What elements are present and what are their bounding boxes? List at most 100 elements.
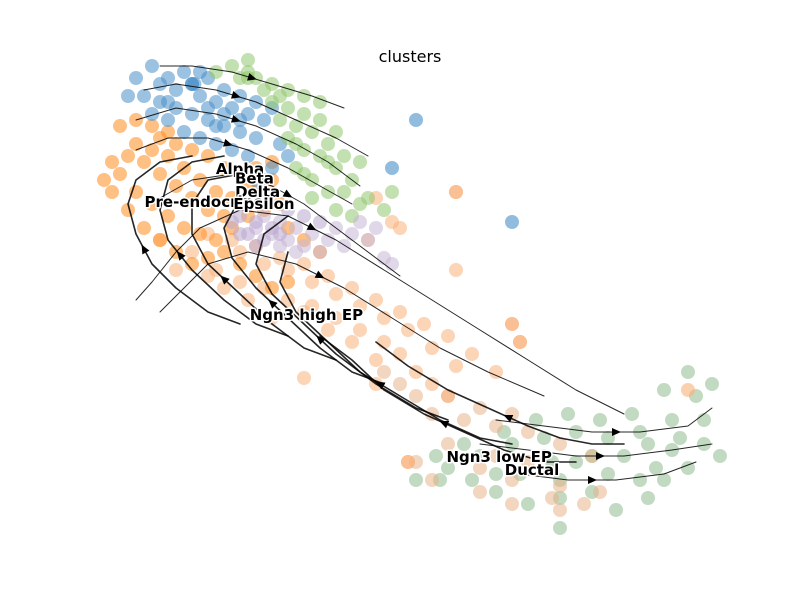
point-delta-15 <box>353 215 367 229</box>
point-ductal-33 <box>429 449 443 463</box>
point-pre-endocrine-6 <box>209 233 223 247</box>
point-beta-22 <box>377 203 391 217</box>
point-pre-endocrine-37 <box>233 257 247 271</box>
point-delta-4 <box>313 245 327 259</box>
point-ductal-2 <box>489 485 503 499</box>
streamline-4 <box>255 215 449 421</box>
point-alpha-34 <box>217 107 231 121</box>
point-alpha-43 <box>161 95 175 109</box>
point-ngn3-high-ep-6 <box>353 323 367 337</box>
streamline-11 <box>135 107 361 187</box>
point-ductal-10 <box>633 473 647 487</box>
streamline-arrow-15 <box>612 428 621 436</box>
point-alpha-42 <box>121 89 135 103</box>
point-ngn3-high-ep-27 <box>297 257 311 271</box>
point-ngn3-high-ep-42 <box>217 281 231 295</box>
streamline-0 <box>127 155 241 325</box>
point-ductal-22 <box>665 413 679 427</box>
point-pre-endocrine-5 <box>193 227 207 241</box>
point-ductal-8 <box>601 467 615 481</box>
point-delta-10 <box>337 239 351 253</box>
point-beta-11 <box>321 137 335 151</box>
point-alpha-16 <box>217 83 231 97</box>
point-pre-endocrine-21 <box>129 137 143 151</box>
point-outlier-1-2 <box>513 335 527 349</box>
point-pre-endocrine-38 <box>249 269 263 283</box>
point-ngn3-low-ep-20 <box>505 497 519 511</box>
point-ductal-13 <box>681 461 695 475</box>
point-ductal-41 <box>553 521 567 535</box>
point-ngn3-high-ep-28 <box>321 269 335 283</box>
cluster-label-alpha: Alpha <box>216 160 264 178</box>
point-pre-endocrine-0 <box>113 167 127 181</box>
point-alpha-29 <box>281 149 295 163</box>
point-pre-endocrine-49 <box>249 161 263 175</box>
point-ngn3-high-ep-53 <box>385 215 399 229</box>
point-ductal-43 <box>641 491 655 505</box>
point-ductal-0 <box>441 461 455 475</box>
point-delta-18 <box>289 245 303 259</box>
streamline-arrow-8 <box>306 222 317 231</box>
cluster-label-beta: Beta <box>235 170 274 188</box>
point-pre-endocrine-12 <box>137 155 151 169</box>
point-beta-40 <box>385 185 399 199</box>
point-pre-endocrine-54 <box>113 119 127 133</box>
velocity-streamlines <box>127 65 713 484</box>
streamline-arrow-12 <box>223 139 233 147</box>
point-ductal-14 <box>697 437 711 451</box>
point-ngn3-high-ep-18 <box>377 311 391 325</box>
point-beta-36 <box>257 173 271 187</box>
point-ngn3-low-ep-0 <box>441 437 455 451</box>
point-epsilon-10 <box>233 227 247 241</box>
streamline-arrow-16 <box>596 452 605 460</box>
point-alpha-37 <box>177 65 191 79</box>
point-outlier-1-1 <box>505 317 519 331</box>
point-alpha-39 <box>193 65 207 79</box>
point-alpha-22 <box>169 83 183 97</box>
point-beta-15 <box>313 113 327 127</box>
point-pre-endocrine-30 <box>121 203 135 217</box>
point-beta-37 <box>241 53 255 67</box>
point-ngn3-high-ep-37 <box>321 323 335 337</box>
point-ngn3-low-ep-12 <box>409 389 423 403</box>
point-beta-33 <box>305 191 319 205</box>
point-ngn3-low-ep-3 <box>489 449 503 463</box>
point-ductal-24 <box>705 377 719 391</box>
point-pre-endocrine-44 <box>169 137 183 151</box>
point-ngn3-high-ep-1 <box>233 275 247 289</box>
point-pre-endocrine-47 <box>217 161 231 175</box>
chart-title: clusters <box>379 47 442 66</box>
point-ngn3-low-ep-21 <box>473 485 487 499</box>
point-ductal-27 <box>625 407 639 421</box>
cluster-label-pre-endocrine: Pre-endocrine <box>145 193 264 211</box>
point-pre-endocrine-39 <box>265 281 279 295</box>
point-alpha-33 <box>209 119 223 133</box>
point-alpha-32 <box>233 113 247 127</box>
point-beta-31 <box>337 185 351 199</box>
point-ductal-19 <box>569 425 583 439</box>
point-ngn3-high-ep-38 <box>345 335 359 349</box>
point-alpha-5 <box>249 131 263 145</box>
point-ngn3-high-ep-15 <box>305 275 319 289</box>
point-ngn3-low-ep-25 <box>593 485 607 499</box>
point-outlier-1-3 <box>401 455 415 469</box>
point-ductal-38 <box>641 437 655 451</box>
point-epsilon-7 <box>297 209 311 223</box>
point-epsilon-1 <box>249 215 263 229</box>
point-ngn3-low-ep-17 <box>377 365 391 379</box>
point-beta-42 <box>297 167 311 181</box>
cluster-label-delta: Delta <box>235 183 280 201</box>
point-epsilon-8 <box>313 215 327 229</box>
point-alpha-11 <box>177 125 191 139</box>
point-alpha-15 <box>241 149 255 163</box>
point-alpha-27 <box>145 107 159 121</box>
point-ngn3-high-ep-30 <box>369 293 383 307</box>
point-ngn3-high-ep-10 <box>425 377 439 391</box>
point-ductal-28 <box>593 413 607 427</box>
point-ductal-30 <box>529 413 543 427</box>
point-ductal-46 <box>409 473 423 487</box>
point-ductal-11 <box>649 461 663 475</box>
point-ngn3-high-ep-21 <box>449 359 463 373</box>
streamline-3 <box>223 185 385 385</box>
point-pre-endocrine-27 <box>225 191 239 205</box>
